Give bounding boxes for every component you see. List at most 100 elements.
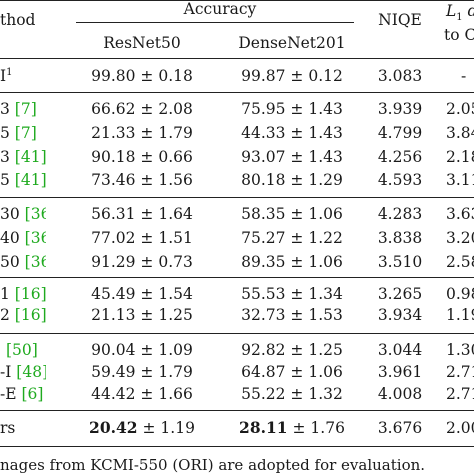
row-niqe-value: 3.939 [377,100,423,118]
row-l1-value: 0.98 [446,285,474,303]
header-l1-symbol: L [446,2,457,20]
row-niqe-value: 3.083 [377,67,423,85]
row-densenet-value: 92.82 ± 1.25 [241,341,343,359]
row-method: -I [48] [0,363,46,381]
header-rule [0,58,474,59]
header-l1-subscript: 1 [456,12,463,24]
row-method: 50 [36] [0,253,46,271]
row-resnet-value: 21.13 ± 1.25 [91,306,193,324]
citation-link[interactable]: [7] [14,124,37,142]
citation-link[interactable]: [6] [21,385,44,403]
citation-link[interactable]: [36] [24,205,46,223]
bottom-rule [0,446,474,447]
row-densenet-value: 55.53 ± 1.34 [241,285,343,303]
row-resnet-value: 45.49 ± 1.54 [91,285,193,303]
row-l1-value: 3.63 [446,205,474,223]
row-method: I1 [0,67,13,85]
row-niqe-value: 4.799 [377,124,423,142]
header-l1-line2: to C [444,26,474,44]
row-niqe-value: 3.044 [377,341,423,359]
row-niqe-value: 4.008 [377,385,423,403]
row-densenet-value: 93.07 ± 1.43 [241,148,343,166]
row-l1-value: 3.20 [446,229,474,247]
row-resnet-value: 56.31 ± 1.64 [91,205,193,223]
row-l1-value: 2.18 [446,148,474,166]
citation-link[interactable]: [36] [24,253,46,271]
group-rule [0,277,474,278]
row-niqe-value: 3.961 [377,363,423,381]
row-method: 30 [36] [0,205,46,223]
row-l1-value: 1.19 [446,306,474,324]
row-densenet-value: 75.27 ± 1.22 [241,229,343,247]
row-niqe-value: 4.283 [377,205,423,223]
citation-link[interactable]: [7] [14,100,37,118]
accuracy-rule [76,22,354,23]
row-method: 1 [16] [0,285,46,303]
row-resnet-value: 21.33 ± 1.79 [91,124,193,142]
footnote-marker: 1 [6,67,13,78]
row-resnet-value: 66.62 ± 2.08 [91,100,193,118]
row-l1-value: 2.00 [446,419,474,437]
row-l1-value: 3.11 [446,171,474,189]
citation-link[interactable]: [48] [16,363,46,381]
citation-link[interactable]: [16] [14,285,46,303]
row-l1-value: 2.71 [446,385,474,403]
row-method: [50] [0,341,46,359]
row-l1-value: 1.30 [446,341,474,359]
row-l1-value: 3.84 [446,124,474,142]
row-densenet-value: 89.35 ± 1.06 [241,253,343,271]
citation-link[interactable]: [36] [24,229,46,247]
row-densenet-value: 44.33 ± 1.43 [241,124,343,142]
row-niqe-value: 3.676 [377,419,423,437]
citation-link[interactable]: [41] [14,148,46,166]
row-niqe-value: 3.934 [377,306,423,324]
row-l1-value: - [461,67,467,85]
row-method: 3 [7] [0,100,37,118]
table-footnote: nages from KCMI-550 (ORI) are adopted fo… [0,456,426,474]
top-rule [0,0,474,1]
row-resnet-value: 99.80 ± 0.18 [91,67,193,85]
header-l1-distance: L1 d [446,2,474,24]
row-resnet-value: 20.42 ± 1.19 [89,418,195,438]
row-densenet-value: 64.87 ± 1.06 [241,363,343,381]
row-resnet-value: 90.04 ± 1.09 [91,341,193,359]
best-value: 28.11 [239,418,288,437]
row-niqe-value: 3.265 [377,285,423,303]
row-resnet-value: 90.18 ± 0.66 [91,148,193,166]
header-method: thod [0,11,36,29]
row-niqe-value: 3.838 [377,229,423,247]
row-resnet-value: 91.29 ± 0.73 [91,253,193,271]
group-rule [0,410,474,411]
row-niqe-value: 4.256 [377,148,423,166]
row-niqe-value: 3.510 [377,253,423,271]
header-densenet201: DenseNet201 [238,34,346,52]
header-resnet50: ResNet50 [103,34,181,52]
row-densenet-value: 55.22 ± 1.32 [241,385,343,403]
row-l1-value: 2.58 [446,253,474,271]
citation-link[interactable]: [16] [14,306,46,324]
row-resnet-value: 59.49 ± 1.79 [91,363,193,381]
row-densenet-value: 28.11 ± 1.76 [239,418,345,438]
row-l1-value: 2.71 [446,363,474,381]
row-method: 40 [36] [0,229,46,247]
row-resnet-value: 44.42 ± 1.66 [91,385,193,403]
row-densenet-value: 80.18 ± 1.29 [241,171,343,189]
row-l1-value: 2.05 [446,100,474,118]
row-niqe-value: 4.593 [377,171,423,189]
header-accuracy: Accuracy [183,0,257,18]
row-resnet-value: 77.02 ± 1.51 [91,229,193,247]
row-densenet-value: 99.87 ± 0.12 [241,67,343,85]
citation-link[interactable]: [41] [14,171,46,189]
row-method: 2 [16] [0,306,46,324]
row-method: -E [6] [0,385,44,403]
header-niqe: NIQE [378,11,422,29]
row-densenet-value: 58.35 ± 1.06 [241,205,343,223]
group-rule [0,333,474,334]
group-rule [0,197,474,198]
citation-link[interactable]: [50] [6,341,38,359]
row-method: 3 [41] [0,148,46,166]
row-method: 5 [41] [0,171,46,189]
group-rule [0,92,474,93]
header-l1-rest: d [463,2,474,20]
